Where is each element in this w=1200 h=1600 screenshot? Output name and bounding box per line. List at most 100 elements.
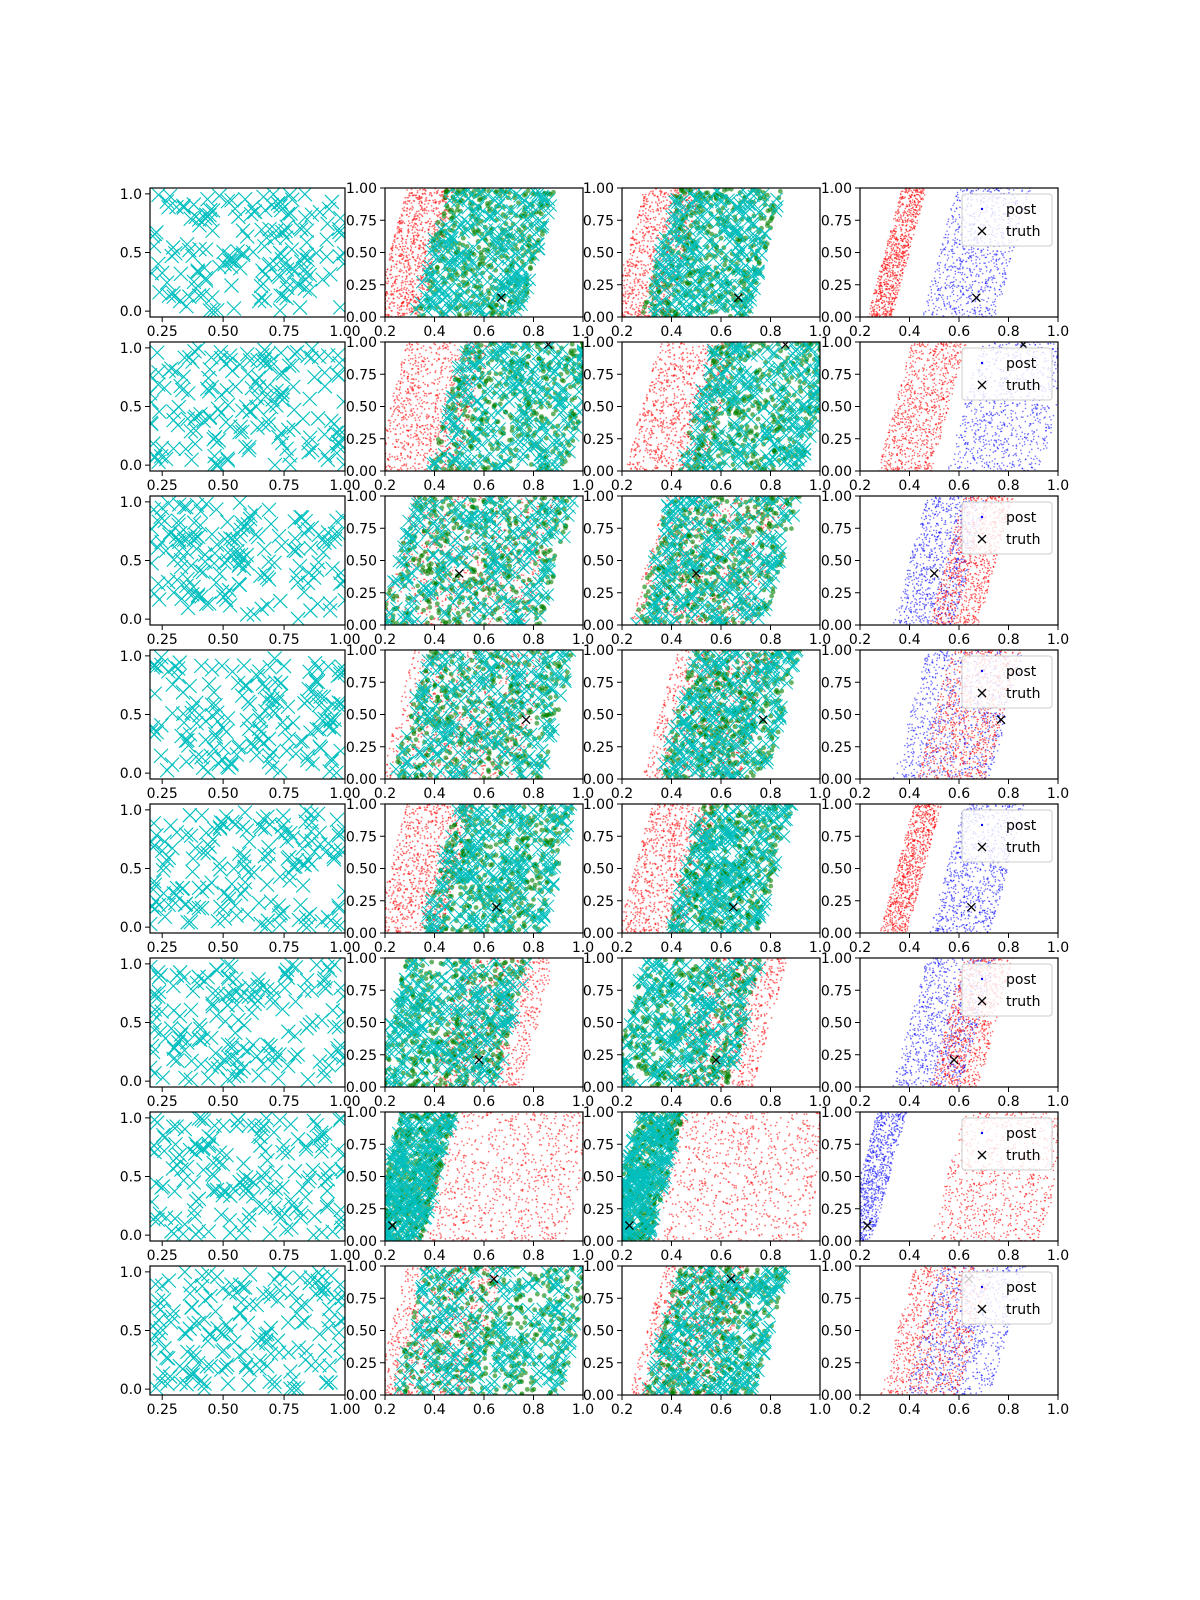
sample-x-marker xyxy=(150,238,162,254)
blue-post-point xyxy=(966,289,969,292)
red-sample-point xyxy=(651,208,654,211)
cyan-sample-marker xyxy=(512,295,526,308)
cyan-sample-marker xyxy=(659,307,672,317)
blue-post-point xyxy=(955,195,958,197)
blue-post-point xyxy=(1004,273,1007,275)
red-sample-point xyxy=(647,263,650,266)
green-sample-point xyxy=(712,295,718,301)
red-post-point xyxy=(897,212,899,214)
green-sample-point xyxy=(738,280,743,286)
blue-post-point xyxy=(998,272,1001,275)
blue-post-point xyxy=(963,313,965,315)
cyan-sample-marker xyxy=(691,211,705,225)
red-sample-point xyxy=(438,211,441,214)
red-post-point xyxy=(902,224,905,226)
red-sample-point xyxy=(644,195,647,198)
red-sample-point xyxy=(386,277,389,280)
red-post-point xyxy=(900,230,902,232)
red-sample-point xyxy=(629,253,632,255)
green-sample-point xyxy=(528,259,534,265)
blue-post-point xyxy=(993,262,995,264)
red-sample-point xyxy=(662,195,665,198)
red-sample-point xyxy=(623,284,625,287)
blue-post-point xyxy=(984,310,987,313)
green-sample-point xyxy=(492,245,498,251)
red-sample-point xyxy=(627,300,630,303)
red-sample-point xyxy=(390,290,393,293)
sample-x-marker xyxy=(154,265,170,281)
blue-post-point xyxy=(972,254,975,256)
red-sample-point xyxy=(408,309,411,311)
red-sample-point xyxy=(643,269,645,272)
blue-post-point xyxy=(950,207,952,210)
sample-x-marker xyxy=(332,248,345,264)
posterior-xtick-label: 0.2 xyxy=(374,324,396,340)
red-post-point xyxy=(891,249,893,251)
sample-x-marker xyxy=(257,292,273,308)
red-sample-point xyxy=(662,228,665,231)
red-sample-point xyxy=(647,252,649,255)
red-post-point xyxy=(899,201,902,204)
red-post-point xyxy=(894,237,897,240)
cyan-sample-marker xyxy=(696,267,710,281)
sample-x-marker xyxy=(159,275,175,290)
cyan-sample-marker xyxy=(689,303,703,317)
red-sample-point xyxy=(638,291,641,294)
blue-post-point xyxy=(939,287,942,290)
red-sample-point xyxy=(640,304,643,307)
red-post-point xyxy=(888,276,891,279)
red-sample-point xyxy=(411,221,414,224)
cyan-sample-marker xyxy=(707,272,721,286)
red-sample-point xyxy=(639,301,642,304)
blue-post-point xyxy=(990,260,993,262)
red-sample-point xyxy=(411,242,414,245)
blue-post-point xyxy=(1008,260,1011,263)
sample-x-marker xyxy=(257,202,273,218)
red-sample-point xyxy=(632,297,634,300)
blue-post-point xyxy=(950,269,952,271)
blue-post-point xyxy=(954,220,957,223)
red-sample-point xyxy=(406,213,408,216)
red-sample-point xyxy=(641,248,644,251)
red-post-point xyxy=(912,206,914,209)
blue-post-point xyxy=(1001,262,1004,264)
red-sample-point xyxy=(400,240,403,243)
red-sample-point xyxy=(415,300,417,303)
cyan-sample-marker xyxy=(476,289,490,303)
red-sample-point xyxy=(404,297,407,300)
cyan-sample-marker xyxy=(748,247,762,260)
blue-post-point xyxy=(957,223,959,225)
red-sample-point xyxy=(395,267,398,269)
red-post-point xyxy=(881,289,884,292)
blue-post-point xyxy=(998,190,1000,192)
red-sample-point xyxy=(402,263,405,265)
posterior-ytick-label: 1.00 xyxy=(583,181,614,197)
red-sample-point xyxy=(406,234,409,237)
blue-post-point xyxy=(936,299,938,302)
red-sample-point xyxy=(421,252,424,255)
blue-post-point xyxy=(966,310,969,313)
red-post-point xyxy=(878,313,880,315)
blue-post-point xyxy=(959,271,962,274)
green-sample-point xyxy=(454,272,460,278)
blue-post-point xyxy=(936,268,939,271)
cyan-sample-marker xyxy=(526,216,540,230)
red-post-point xyxy=(894,224,896,227)
red-post-point xyxy=(905,224,907,227)
red-sample-point xyxy=(396,304,399,307)
sample-x-marker xyxy=(251,293,267,309)
red-sample-point xyxy=(663,230,666,233)
sample-x-marker xyxy=(230,209,246,225)
red-post-point xyxy=(894,276,896,279)
blue-post-point xyxy=(984,287,986,289)
blue-post-point xyxy=(985,269,988,272)
blue-post-point xyxy=(979,262,981,265)
red-sample-point xyxy=(393,301,396,304)
red-post-point xyxy=(893,287,895,290)
red-post-point xyxy=(882,260,885,263)
sample-x-marker xyxy=(245,199,260,215)
blue-post-point xyxy=(953,265,956,268)
red-post-point xyxy=(901,257,903,260)
blue-post-point xyxy=(981,281,984,284)
red-sample-point xyxy=(417,279,420,282)
